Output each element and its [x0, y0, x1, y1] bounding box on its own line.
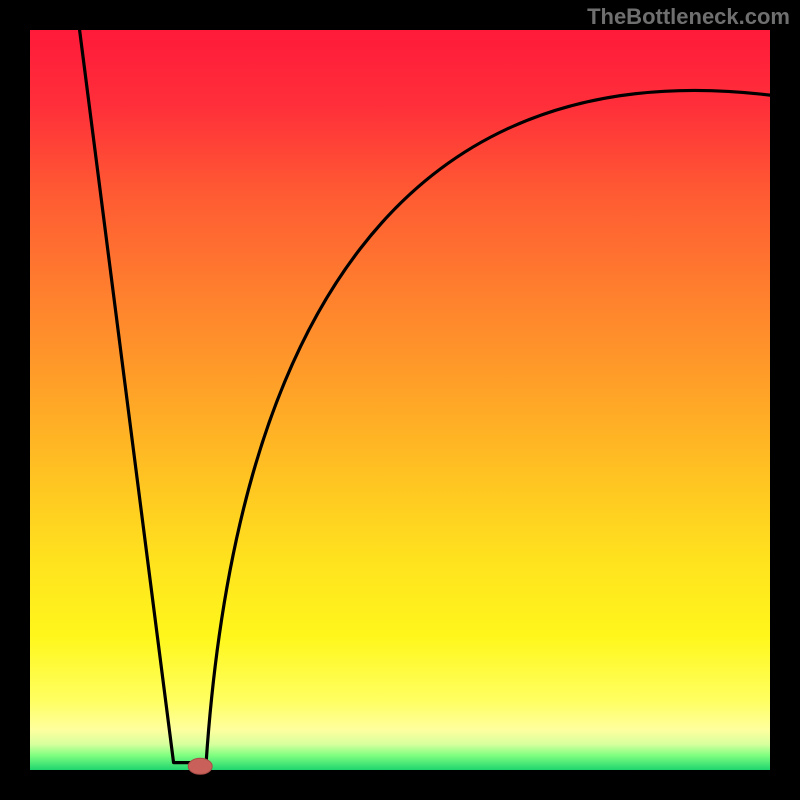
- trough-marker: [188, 758, 212, 774]
- plot-background: [30, 30, 770, 770]
- chart-container: TheBottleneck.com: [0, 0, 800, 800]
- watermark-text: TheBottleneck.com: [587, 4, 790, 29]
- bottleneck-chart: TheBottleneck.com: [0, 0, 800, 800]
